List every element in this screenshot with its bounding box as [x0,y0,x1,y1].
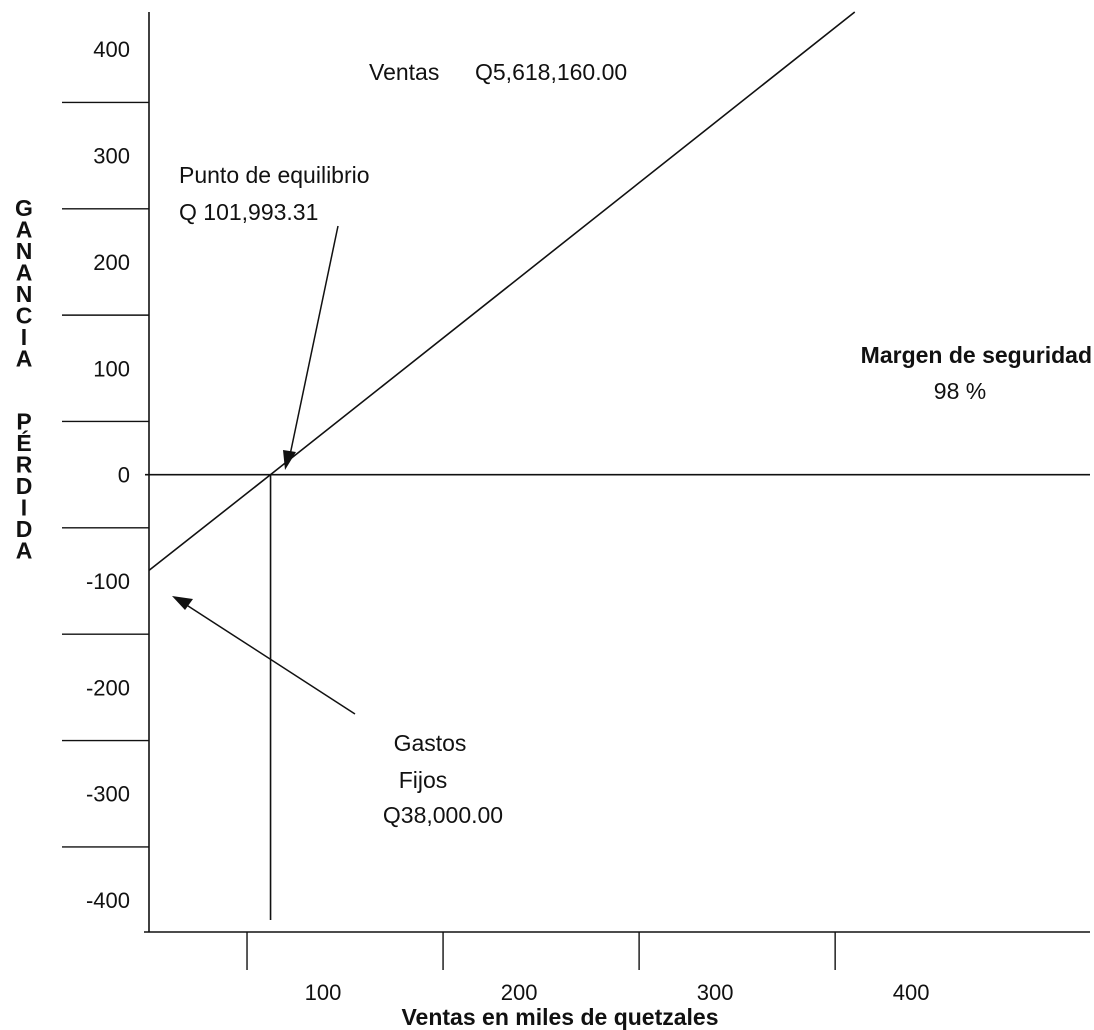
y-label-letter: D [16,473,33,499]
breakeven-arrow [283,225,339,470]
y-label-letter: I [21,495,27,521]
x-axis-ticks: 100 200 300 400 [246,932,930,1005]
y-tick-label: 300 [93,144,130,169]
y-label-letter: N [16,281,33,307]
y-axis-ticks: 400 300 200 100 0 -100 -200 -300 -400 [62,37,149,913]
breakeven-value: Q 101,993.31 [179,199,318,225]
x-axis-label: Ventas en miles de quetzales [401,1004,718,1030]
y-tick-label: 0 [118,463,130,488]
x-tick-label: 400 [893,980,930,1005]
y-label-letter: D [16,516,33,542]
fixed-costs-label-1: Gastos [394,730,467,756]
ventas-label: Ventas [369,59,439,85]
y-tick-label: 400 [93,37,130,62]
y-label-letter: A [16,217,33,243]
y-label-letter: É [16,429,31,456]
y-label-letter: G [15,195,33,221]
y-tick-label: 100 [93,356,130,381]
y-label-letter: I [21,324,27,350]
y-label-letter: A [16,538,33,564]
profit-line [148,11,856,572]
y-label-letter: A [16,346,33,372]
fixed-costs-value: Q38,000.00 [383,802,503,828]
y-label-letter: R [16,452,33,478]
safety-margin-label: Margen de seguridad [861,342,1092,368]
fixed-costs-label-2: Fijos [399,767,448,793]
y-label-letter: A [16,260,33,286]
safety-margin-value: 98 % [934,378,986,404]
y-tick-label: -200 [86,675,130,700]
y-tick-label: 200 [93,250,130,275]
breakeven-label: Punto de equilibrio [179,162,370,188]
fixed-costs-arrow [172,596,356,715]
y-label-letter: P [16,409,31,435]
y-tick-label: -400 [86,888,130,913]
y-tick-label: -300 [86,782,130,807]
x-tick-label: 300 [697,980,734,1005]
y-label-letter: C [16,303,33,329]
y-label-letter: N [16,238,33,264]
x-tick-label: 200 [501,980,538,1005]
y-tick-label: -100 [86,569,130,594]
x-tick-label: 100 [305,980,342,1005]
ventas-value: Q5,618,160.00 [475,59,627,85]
